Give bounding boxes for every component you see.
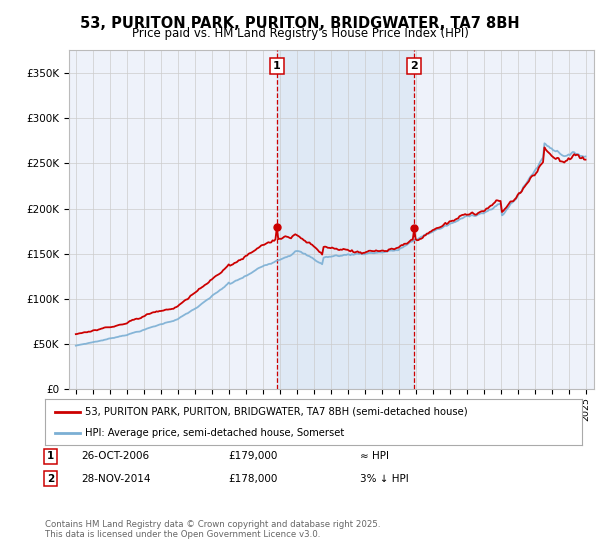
Text: Price paid vs. HM Land Registry's House Price Index (HPI): Price paid vs. HM Land Registry's House … [131, 27, 469, 40]
Text: ≈ HPI: ≈ HPI [360, 451, 389, 461]
Text: £178,000: £178,000 [228, 474, 277, 484]
Text: 53, PURITON PARK, PURITON, BRIDGWATER, TA7 8BH: 53, PURITON PARK, PURITON, BRIDGWATER, T… [80, 16, 520, 31]
Text: HPI: Average price, semi-detached house, Somerset: HPI: Average price, semi-detached house,… [85, 428, 344, 438]
Text: 28-NOV-2014: 28-NOV-2014 [81, 474, 151, 484]
Text: 26-OCT-2006: 26-OCT-2006 [81, 451, 149, 461]
Text: £179,000: £179,000 [228, 451, 277, 461]
Bar [277, 50, 414, 389]
Text: 1: 1 [273, 60, 280, 71]
Text: 2: 2 [410, 60, 418, 71]
Text: 3% ↓ HPI: 3% ↓ HPI [360, 474, 409, 484]
Text: Contains HM Land Registry data © Crown copyright and database right 2025.
This d: Contains HM Land Registry data © Crown c… [45, 520, 380, 539]
Text: 2: 2 [47, 474, 54, 484]
Text: 53, PURITON PARK, PURITON, BRIDGWATER, TA7 8BH (semi-detached house): 53, PURITON PARK, PURITON, BRIDGWATER, T… [85, 407, 468, 417]
Text: 1: 1 [47, 451, 54, 461]
